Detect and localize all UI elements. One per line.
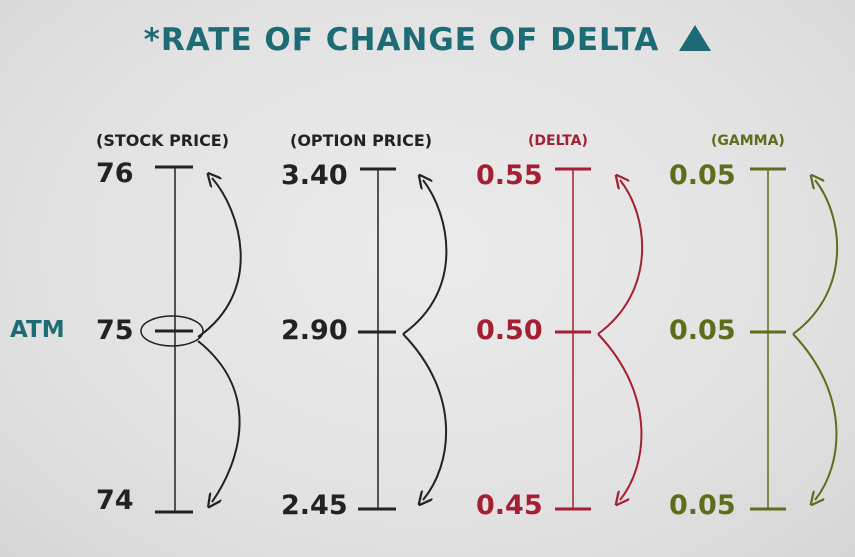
delta-top: 0.55 xyxy=(476,160,543,191)
delta-triangle-icon xyxy=(679,25,712,51)
delta-arrow-up xyxy=(597,180,643,335)
slide-title: *RATE OF CHANGE OF DELTA xyxy=(0,22,855,58)
stock-price-top: 76 xyxy=(96,158,134,189)
header-stock-price: (STOCK PRICE) xyxy=(96,131,230,150)
option-price-bottom: 2.45 xyxy=(281,490,348,521)
option-arrow-down xyxy=(402,333,448,500)
gamma-arrow-up xyxy=(792,180,838,335)
header-option-price: (OPTION PRICE) xyxy=(290,131,433,150)
title-text: *RATE OF CHANGE OF DELTA xyxy=(143,22,660,58)
delta-mid: 0.50 xyxy=(476,315,543,346)
delta-arrow-down xyxy=(597,333,643,500)
gamma-top: 0.05 xyxy=(669,160,736,191)
atm-circle xyxy=(140,315,204,347)
option-arrow-up xyxy=(402,180,448,335)
gamma-arrow-down xyxy=(792,333,838,500)
stock-price-scale xyxy=(140,165,242,514)
header-gamma: (GAMMA) xyxy=(711,133,785,149)
stock-arrow-down xyxy=(197,340,241,502)
option-price-top: 3.40 xyxy=(281,160,348,191)
delta-scale xyxy=(555,167,643,511)
stock-arrow-up xyxy=(197,178,242,338)
stock-price-mid: 75 xyxy=(96,315,134,346)
option-price-scale xyxy=(358,167,448,511)
atm-label: ATM xyxy=(10,317,65,343)
gamma-mid: 0.05 xyxy=(669,315,736,346)
gamma-bottom: 0.05 xyxy=(669,490,736,521)
option-price-mid: 2.90 xyxy=(281,315,348,346)
stock-price-bottom: 74 xyxy=(96,485,134,516)
header-delta: (DELTA) xyxy=(528,133,588,149)
delta-bottom: 0.45 xyxy=(476,490,543,521)
gamma-scale xyxy=(750,167,838,511)
